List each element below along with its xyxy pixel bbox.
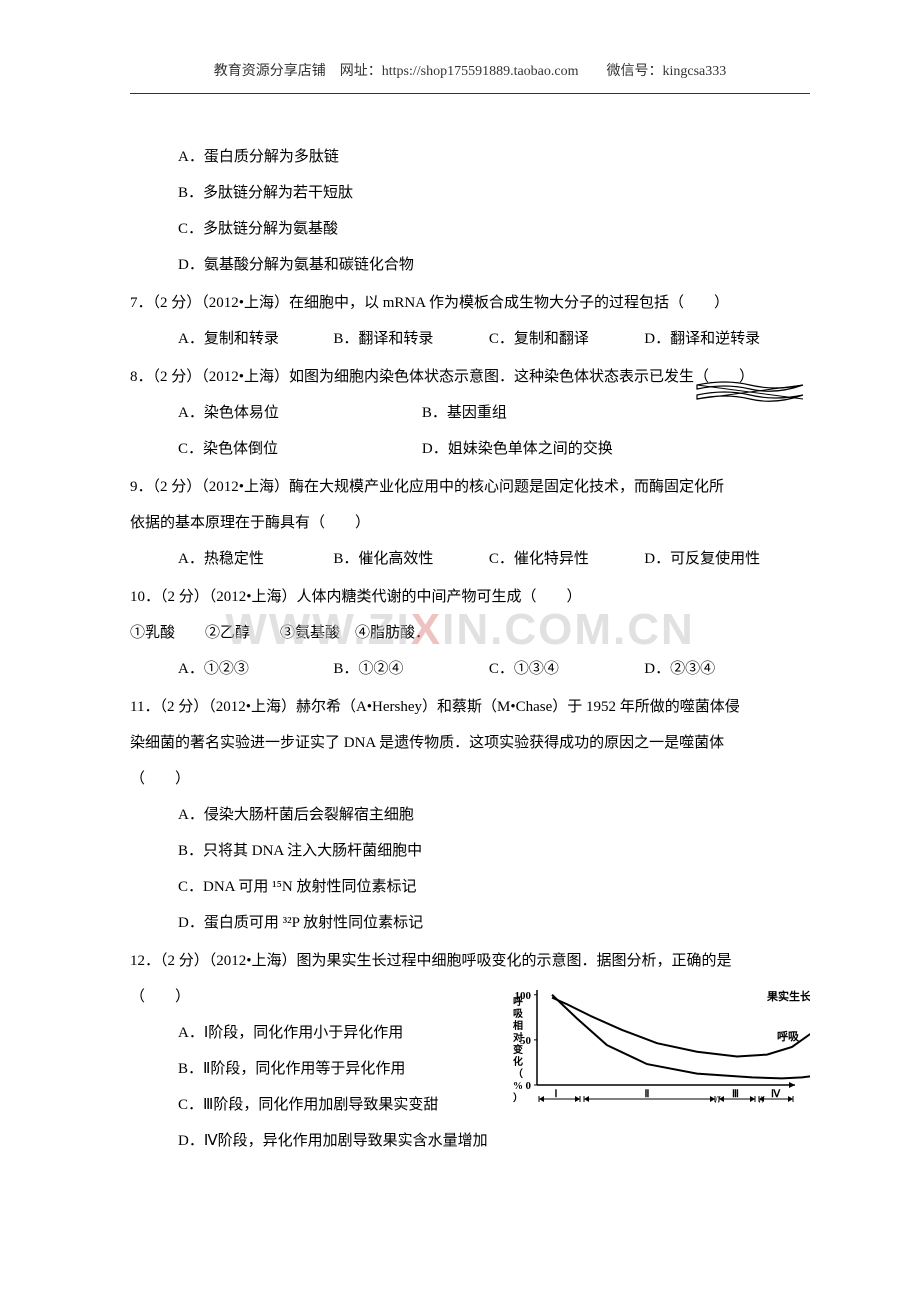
q6-option-a: A．蛋白质分解为多肽链 bbox=[130, 139, 810, 175]
q9-option-a: A．热稳定性 bbox=[178, 541, 330, 577]
q11-option-c: C．DNA 可用 ¹⁵N 放射性同位素标记 bbox=[130, 869, 810, 905]
page: 教育资源分享店铺 网址：https://shop175591889.taobao… bbox=[0, 0, 920, 1302]
q7-option-c: C．复制和翻译 bbox=[489, 321, 641, 357]
svg-text:果实生长: 果实生长 bbox=[766, 989, 810, 1003]
q10-option-a: A．①②③ bbox=[178, 651, 330, 687]
q12-option-d: D．Ⅳ阶段，异化作用加剧导致果实含水量增加 bbox=[130, 1123, 810, 1159]
svg-text:变: 变 bbox=[513, 1043, 523, 1056]
q11-option-a: A．侵染大肠杆菌后会裂解宿主细胞 bbox=[130, 797, 810, 833]
q10-stem: 10．（2 分）（2012•上海）人体内糖类代谢的中间产物可生成（ ） bbox=[130, 579, 810, 615]
q9: 9．（2 分）（2012•上海）酶在大规模产业化应用中的核心问题是固定化技术，而… bbox=[130, 469, 810, 577]
svg-text:Ⅰ: Ⅰ bbox=[555, 1089, 558, 1100]
q7-options: A．复制和转录 B．翻译和转录 C．复制和翻译 D．翻译和逆转录 bbox=[130, 321, 810, 357]
svg-text:相: 相 bbox=[513, 1019, 523, 1032]
q8-option-d: D．姐妹染色单体之间的交换 bbox=[422, 431, 776, 467]
q7-option-d: D．翻译和逆转录 bbox=[644, 321, 796, 357]
q7-option-a: A．复制和转录 bbox=[178, 321, 330, 357]
q6-option-d: D．氨基酸分解为氨基和碳链化合物 bbox=[130, 247, 810, 283]
q11: 11．（2 分）（2012•上海）赫尔希（A•Hershey）和蔡斯（M•Cha… bbox=[130, 689, 810, 941]
svg-text:）: ） bbox=[513, 1091, 523, 1104]
svg-text:0: 0 bbox=[526, 1080, 532, 1092]
svg-text:呼吸: 呼吸 bbox=[777, 1029, 800, 1043]
svg-text:Ⅱ: Ⅱ bbox=[645, 1089, 650, 1100]
q7-stem: 7．（2 分）（2012•上海）在细胞中，以 mRNA 作为模板合成生物大分子的… bbox=[130, 285, 810, 321]
q8-options-row2: C．染色体倒位 D．姐妹染色单体之间的交换 bbox=[130, 431, 810, 467]
q10-circled: ①乳酸 ②乙醇 ③氨基酸 ④脂肪酸． bbox=[130, 615, 810, 651]
svg-text:%: % bbox=[513, 1081, 523, 1092]
q9-stem-l2: 依据的基本原理在于酶具有（ ） bbox=[130, 505, 810, 541]
q11-stem-l3: （ ） bbox=[130, 761, 810, 797]
q9-options: A．热稳定性 B．催化高效性 C．催化特异性 D．可反复使用性 bbox=[130, 541, 810, 577]
svg-text:（: （ bbox=[513, 1067, 523, 1080]
svg-text://: // bbox=[715, 1095, 721, 1106]
q10-option-d: D．②③④ bbox=[644, 651, 796, 687]
svg-text:Ⅲ: Ⅲ bbox=[732, 1089, 739, 1100]
respiration-graph: 100500呼吸相对变化（%）果实生长呼吸ⅠⅡⅢⅣ//// bbox=[505, 985, 810, 1115]
q8: 8．（2 分）（2012•上海）如图为细胞内染色体状态示意图．这种染色体状态表示… bbox=[130, 359, 810, 467]
q9-option-b: B．催化高效性 bbox=[333, 541, 485, 577]
q11-stem-l1: 11．（2 分）（2012•上海）赫尔希（A•Hershey）和蔡斯（M•Cha… bbox=[130, 689, 810, 725]
q8-option-a: A．染色体易位 bbox=[178, 395, 418, 431]
q11-stem-l2: 染细菌的著名实验进一步证实了 DNA 是遗传物质．这项实验获得成功的原因之一是噬… bbox=[130, 725, 810, 761]
q8-option-c: C．染色体倒位 bbox=[178, 431, 418, 467]
q12-stem-l1: 12．（2 分）（2012•上海）图为果实生长过程中细胞呼吸变化的示意图．据图分… bbox=[130, 943, 810, 979]
page-header: 教育资源分享店铺 网址：https://shop175591889.taobao… bbox=[130, 60, 810, 85]
q7-option-b: B．翻译和转录 bbox=[333, 321, 485, 357]
svg-text:吸: 吸 bbox=[513, 1008, 524, 1020]
q6-option-c: C．多肽链分解为氨基酸 bbox=[130, 211, 810, 247]
q9-stem-l1: 9．（2 分）（2012•上海）酶在大规模产业化应用中的核心问题是固定化技术，而… bbox=[130, 469, 810, 505]
q10-option-c: C．①③④ bbox=[489, 651, 641, 687]
svg-text:呼: 呼 bbox=[513, 995, 523, 1008]
svg-text://: // bbox=[759, 1095, 765, 1106]
q6-option-b: B．多肽链分解为若干短肽 bbox=[130, 175, 810, 211]
svg-text:对: 对 bbox=[513, 1031, 523, 1044]
q10-options: A．①②③ B．①②④ C．①③④ D．②③④ bbox=[130, 651, 810, 687]
svg-text:Ⅳ: Ⅳ bbox=[771, 1089, 781, 1100]
q9-option-c: C．催化特异性 bbox=[489, 541, 641, 577]
q7: 7．（2 分）（2012•上海）在细胞中，以 mRNA 作为模板合成生物大分子的… bbox=[130, 285, 810, 357]
q10-option-b: B．①②④ bbox=[333, 651, 485, 687]
header-rule bbox=[130, 93, 810, 94]
q11-option-d: D．蛋白质可用 ³²P 放射性同位素标记 bbox=[130, 905, 810, 941]
q10: 10．（2 分）（2012•上海）人体内糖类代谢的中间产物可生成（ ） ①乳酸 … bbox=[130, 579, 810, 687]
svg-text:化: 化 bbox=[513, 1055, 523, 1068]
chromosome-figure bbox=[695, 381, 805, 405]
q11-option-b: B．只将其 DNA 注入大肠杆菌细胞中 bbox=[130, 833, 810, 869]
q9-option-d: D．可反复使用性 bbox=[644, 541, 796, 577]
